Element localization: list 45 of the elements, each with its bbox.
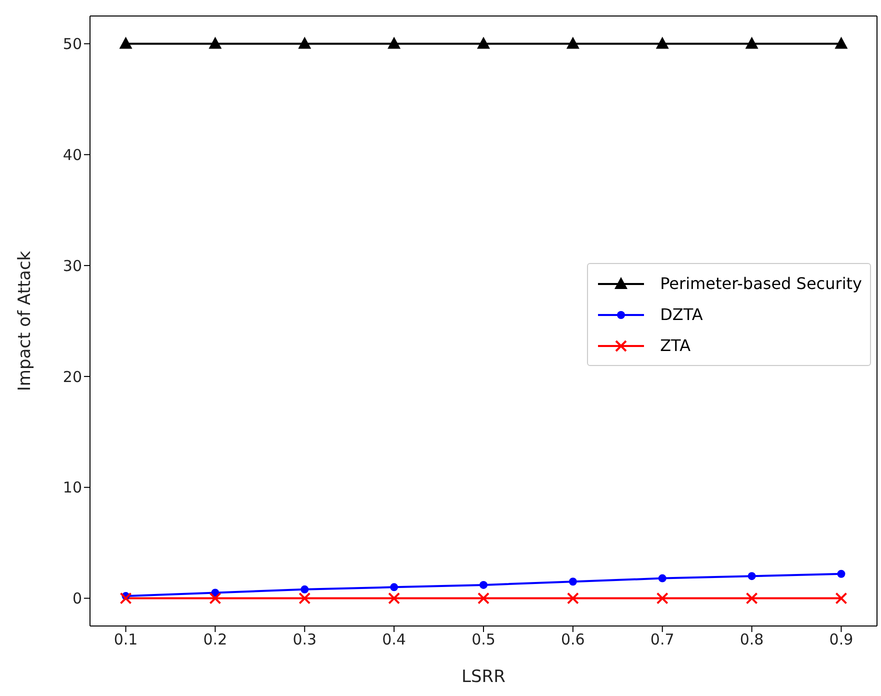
- x-tick-label: 0.7: [650, 630, 674, 649]
- point: [388, 36, 401, 49]
- point: [477, 36, 490, 49]
- point: [300, 585, 309, 594]
- point: [837, 570, 846, 578]
- point: [298, 36, 312, 49]
- point: [566, 592, 579, 604]
- point: [208, 36, 222, 49]
- point: [568, 578, 577, 586]
- y-tick-label: 40: [62, 146, 82, 164]
- y-axis-title: Impact of Attack: [15, 250, 36, 392]
- point: [478, 592, 490, 604]
- point: [120, 592, 132, 604]
- point: [746, 592, 758, 604]
- point: [658, 574, 666, 582]
- point: [745, 36, 758, 49]
- legend-label: ZTA: [660, 336, 691, 355]
- y-tick-label: 0: [72, 590, 82, 608]
- point: [748, 572, 756, 580]
- point: [834, 36, 848, 49]
- point: [388, 592, 400, 604]
- point: [119, 36, 132, 49]
- legend-label: Perimeter-based Security: [660, 274, 862, 293]
- x-tick-label: 0.6: [561, 630, 585, 649]
- point: [656, 592, 668, 604]
- x-tick-label: 0.3: [292, 630, 317, 649]
- point: [298, 592, 311, 604]
- y-tick-label: 50: [62, 35, 82, 54]
- x-tick-label: 0.4: [382, 630, 406, 649]
- point: [480, 580, 488, 589]
- x-tick-label: 0.2: [203, 630, 228, 649]
- y-tick-label: 10: [62, 478, 82, 497]
- x-axis-title: LSRR: [462, 667, 506, 687]
- x-tick-label: 0.8: [740, 630, 764, 649]
- y-tick-label: 20: [62, 368, 82, 386]
- point: [835, 592, 848, 604]
- x-tick-label: 0.1: [114, 630, 138, 649]
- point: [390, 583, 398, 592]
- y-tick-label: 30: [62, 256, 82, 275]
- point: [209, 592, 222, 604]
- legend-label: DZTA: [660, 305, 703, 324]
- x-tick-label: 0.9: [829, 630, 854, 649]
- point: [566, 36, 580, 49]
- point: [656, 36, 669, 49]
- x-tick-label: 0.5: [472, 630, 496, 649]
